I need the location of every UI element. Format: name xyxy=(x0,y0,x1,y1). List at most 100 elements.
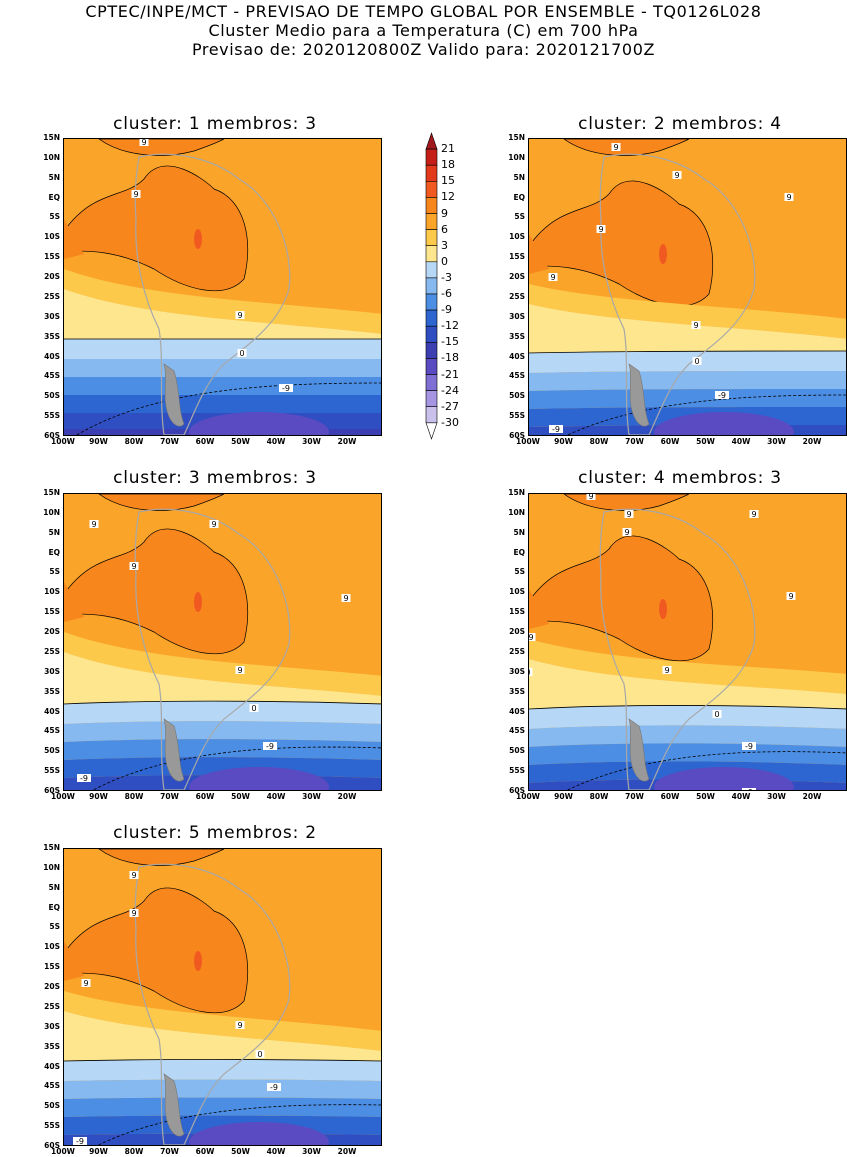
lat-tick-label: 5S xyxy=(49,567,60,577)
colorbar-label: 6 xyxy=(441,222,448,236)
lon-tick-label: 90W xyxy=(89,1147,108,1156)
lat-tick-label: 10S xyxy=(44,587,60,597)
temp-band-cold-2 xyxy=(64,359,381,377)
contour-label: 9 xyxy=(662,666,672,675)
lon-tick-label: 50W xyxy=(231,792,250,801)
temp-contour-9-north xyxy=(98,139,225,156)
lon-tick-label: 70W xyxy=(160,1147,179,1156)
temp-band-0 xyxy=(64,1011,381,1061)
contour-label: 9 xyxy=(548,273,558,282)
temp-band-cold-1 xyxy=(64,1059,381,1081)
temp-contour-minus9 xyxy=(566,751,846,790)
panel-5-map: 9 9 9 9 0 -9 -9 xyxy=(63,848,382,1146)
contour-label: 9 xyxy=(129,909,139,918)
lat-tick-label: 15N xyxy=(508,133,525,142)
contour-label: 9 xyxy=(129,871,139,880)
colorbar-label: -18 xyxy=(441,351,459,365)
temp-contour-12 xyxy=(194,229,202,249)
colorbar-swatch xyxy=(425,148,438,166)
header-subtitle: Cluster Medio para a Temperatura (C) em … xyxy=(208,21,639,40)
temp-band-cold-1 xyxy=(64,701,381,724)
patagonia-coast xyxy=(163,1073,185,1137)
lat-tick-label: 55S xyxy=(44,411,60,421)
contour-label: 9 xyxy=(81,979,91,988)
contour-label: 9 xyxy=(235,666,245,675)
lat-tick-label: 30S xyxy=(44,1021,60,1031)
lon-tick-label: 60W xyxy=(660,437,680,446)
temp-contour-12 xyxy=(194,951,202,971)
temp-contour-12 xyxy=(659,599,667,619)
lat-tick-label: 30S xyxy=(509,311,525,321)
svg-text:-9: -9 xyxy=(266,742,274,751)
lat-tick-label: 60S xyxy=(44,786,60,795)
temp-contour-9-north xyxy=(98,494,225,511)
lat-tick-label: 5S xyxy=(49,212,60,222)
lat-tick-label: 40S xyxy=(509,706,525,716)
temp-band-cold-3 xyxy=(64,739,381,760)
colorbar-label: 9 xyxy=(441,206,448,220)
contour-label: -9 xyxy=(77,774,91,783)
lat-tick-label: 25S xyxy=(44,291,60,301)
colorbar-swatch xyxy=(425,261,438,279)
panel-2-title: cluster: 2 membros: 4 xyxy=(578,114,782,134)
lat-tick-label: 5N xyxy=(513,172,526,182)
lat-tick-label: 20S xyxy=(44,627,60,637)
lat-tick-label: 40S xyxy=(509,351,525,361)
lon-tick-label: 60W xyxy=(195,1147,215,1156)
colorbar-label: -27 xyxy=(441,399,459,413)
lat-tick-label: 30S xyxy=(509,666,525,676)
contour-label: 9 xyxy=(784,193,794,202)
panel-5-title: cluster: 5 membros: 2 xyxy=(113,823,317,843)
contour-label: 9 xyxy=(611,143,621,152)
colorbar-label: 21 xyxy=(441,142,455,156)
svg-text:-9: -9 xyxy=(552,425,560,434)
colorbar-swatch xyxy=(425,390,438,408)
contour-label: 9 xyxy=(235,311,245,320)
lat-tick-label: 20S xyxy=(509,272,525,282)
lat-tick-label: 10N xyxy=(508,152,525,162)
continent-outline xyxy=(134,153,291,435)
contour-label: 9 xyxy=(341,594,351,603)
temp-band-cold-1 xyxy=(64,338,381,359)
temp-core-cold xyxy=(654,767,794,790)
temp-band-cold-3 xyxy=(529,743,846,765)
temp-band-3 xyxy=(529,639,846,694)
temp-contour-9 xyxy=(529,535,714,662)
contour-label: 9 xyxy=(209,520,219,529)
contour-label: 9 xyxy=(622,528,632,537)
lat-tick-label: 10N xyxy=(43,862,60,872)
lon-tick-label: 100W xyxy=(516,792,540,801)
contour-label: 0 xyxy=(712,710,722,719)
lat-tick-label: 10S xyxy=(44,942,60,952)
lon-tick-label: 80W xyxy=(124,792,144,801)
svg-text:0: 0 xyxy=(251,704,256,713)
svg-text:9: 9 xyxy=(550,273,555,282)
lon-tick-label: 100W xyxy=(51,792,75,801)
contour-label: 0 xyxy=(692,357,702,366)
lat-tick-label: EQ xyxy=(48,902,61,912)
temp-band-cold-2 xyxy=(64,1079,381,1099)
lon-tick-label: 70W xyxy=(625,792,644,801)
svg-text:9: 9 xyxy=(83,979,88,988)
svg-text:-9: -9 xyxy=(745,742,753,751)
lat-tick-label: 35S xyxy=(509,686,525,696)
lat-tick-label: 35S xyxy=(44,331,60,341)
lat-tick-label: 60S xyxy=(44,1141,60,1150)
lat-tick-label: 40S xyxy=(44,706,60,716)
lon-tick-label: 80W xyxy=(124,1147,144,1156)
temp-band-cold-3 xyxy=(64,1097,381,1117)
lat-tick-label: 45S xyxy=(509,371,525,381)
colorbar-label: -15 xyxy=(441,335,459,349)
colorbar-label: -12 xyxy=(441,319,459,333)
temp-contour-minus9 xyxy=(97,1104,381,1145)
contour-label: 9 xyxy=(596,225,606,234)
svg-text:9: 9 xyxy=(237,666,242,675)
lon-tick-label: 20W xyxy=(337,1147,357,1156)
temp-band-3 xyxy=(64,991,381,1051)
colorbar-swatch-max xyxy=(425,132,438,150)
lon-tick-label: 90W xyxy=(89,792,108,801)
lat-tick-label: 15S xyxy=(509,252,525,262)
svg-text:9: 9 xyxy=(133,190,138,199)
contour-label: 9 xyxy=(672,171,682,180)
svg-text:-9: -9 xyxy=(76,1137,84,1146)
